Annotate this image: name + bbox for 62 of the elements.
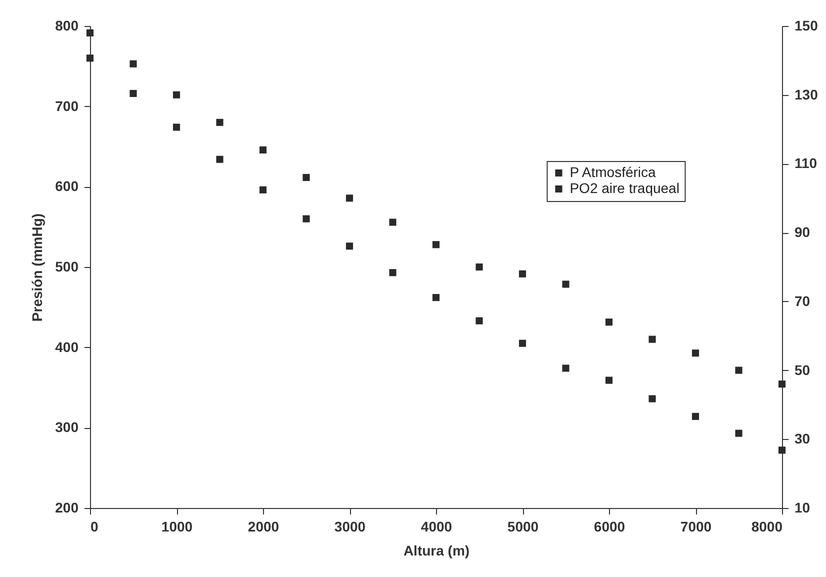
y2-tick-label: 50 [794,362,810,378]
y-tick-label: 400 [55,338,79,355]
point [432,241,440,248]
point [172,124,180,131]
x-tick-label: 7000 [680,518,712,534]
point [172,91,180,98]
x-tick-label: 8000 [751,518,783,534]
y-tick-label: 800 [55,18,79,34]
point [778,446,786,454]
y-tick-label: 600 [55,178,79,194]
point [605,376,613,384]
y2-tick-label: 110 [794,155,818,172]
point [648,336,656,343]
point [432,294,440,302]
point [86,54,94,62]
point [130,60,137,68]
y2-tick-label: 150 [794,18,818,34]
point [130,90,137,98]
x-tick-label: 0 [90,518,98,534]
point [476,263,483,271]
point [346,242,354,250]
y-tick-label: 500 [55,258,79,274]
y-axis-title: Presión (mmHg) [29,213,46,322]
point [302,215,310,222]
point [302,174,310,182]
y-tick-label: 300 [55,419,79,436]
point [648,395,656,402]
y2-tick-label: 10 [794,500,810,516]
x-tick-label: 6000 [594,518,626,534]
point [518,270,526,278]
point [346,194,354,202]
point [259,146,267,154]
y2-tick-label: 90 [794,224,810,240]
point [562,364,570,372]
x-tick-label: 2000 [248,518,280,534]
y-tick-label: 700 [55,98,79,114]
legend-label: PO2 aire traqueal [570,180,680,196]
y2-tick-label: 30 [794,430,810,447]
point [692,350,700,357]
point [259,186,267,194]
point [735,430,742,437]
x-tick-label: 5000 [507,518,539,534]
point [389,269,396,276]
x-tick-label: 3000 [334,518,366,534]
point [86,29,94,36]
point [216,156,224,163]
point [735,366,742,374]
point [518,340,526,347]
x-tick-label: 1000 [161,518,193,534]
point [389,218,396,226]
y2-tick-label: 70 [794,292,810,309]
point [562,280,570,288]
point [476,317,483,324]
point [692,412,700,420]
legend-label: P Atmosférica [570,164,656,180]
x-axis-title: Altura (m) [403,542,470,558]
x-tick-label: 4000 [420,518,452,534]
point [216,118,224,126]
point [605,318,613,326]
y-tick-label: 200 [55,500,79,516]
point [778,380,786,388]
y2-tick-label: 130 [794,86,818,102]
